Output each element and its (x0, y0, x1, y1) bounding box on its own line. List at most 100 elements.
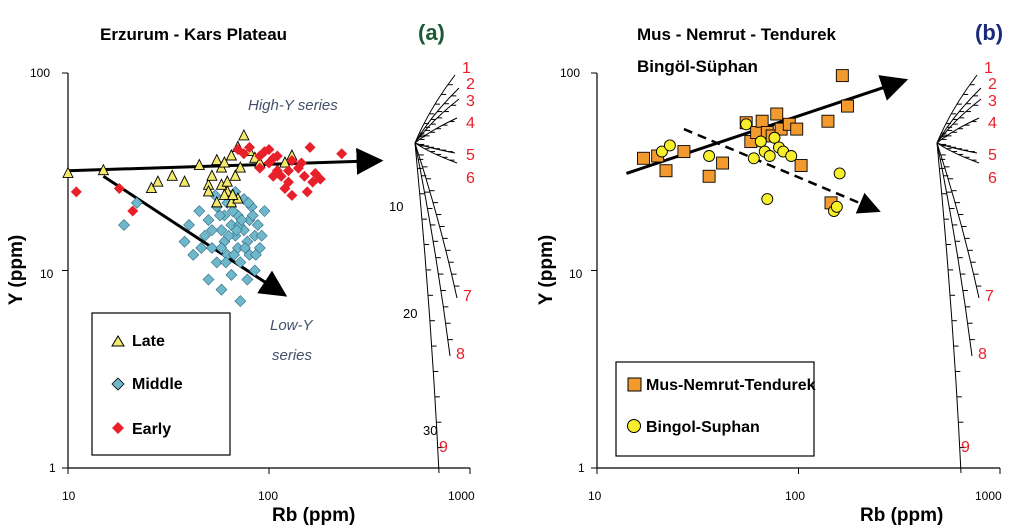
point-early-10 (275, 170, 287, 182)
point-bingol-7 (761, 193, 774, 206)
point-late-5 (178, 175, 191, 187)
mixing-fan-b: 123 4 5 6 7 8 9 (936, 60, 997, 474)
point-middle-38 (205, 224, 218, 237)
point-late-29 (202, 184, 215, 197)
point-mus-4 (702, 169, 716, 183)
point-early-12 (282, 176, 294, 188)
point-early-4 (244, 141, 256, 153)
point-bingol-3 (740, 118, 753, 131)
fan-label-a-4: 4 (466, 115, 475, 132)
point-middle-13 (215, 283, 228, 296)
chart-title-b: Mus - Nemrut - Tendurek (637, 25, 837, 44)
fan-label-b-2: 2 (988, 76, 997, 93)
point-early-25 (254, 162, 266, 174)
fan-curve-b-7 (936, 142, 980, 299)
point-bingol-2 (703, 150, 716, 162)
x-tick-label-b-10: 10 (588, 489, 602, 503)
point-middle-53 (235, 214, 248, 227)
fan-curve-b-8 (936, 142, 973, 357)
point-middle-4 (187, 248, 200, 261)
annotation-high-y: High-Y series (248, 97, 338, 114)
point-middle-37 (258, 205, 271, 217)
legend-label-early: Early (132, 421, 171, 438)
point-late-6 (193, 158, 206, 170)
point-bingol-9 (768, 131, 781, 144)
point-middle-51 (255, 229, 268, 242)
point-middle-44 (246, 209, 259, 222)
point-late-21 (211, 195, 223, 208)
point-middle-45 (249, 248, 262, 261)
point-middle-2 (178, 235, 191, 248)
point-mus-3 (677, 145, 691, 159)
point-early-22 (271, 150, 283, 162)
x-tick-label-a-10: 10 (62, 489, 76, 503)
point-middle-34 (248, 264, 261, 277)
fan-label-a-5: 5 (466, 147, 475, 164)
fan-curve-b-1 (936, 74, 978, 144)
fan-label-b-6: 6 (988, 170, 997, 187)
point-bingol-1 (663, 139, 676, 152)
point-bingol-15 (833, 167, 846, 180)
point-early-15 (298, 170, 310, 182)
y-tick-label-a-1: 1 (49, 461, 56, 475)
point-early-26 (238, 148, 250, 160)
y-tick-label-b-10: 10 (569, 267, 583, 281)
point-bingol-14 (830, 200, 843, 213)
fan-label-a-3: 3 (466, 93, 475, 110)
fan-percent-a-0: 10 (389, 199, 403, 214)
fan-label-a-7: 7 (463, 288, 472, 305)
point-early-28 (282, 165, 294, 177)
fan-curve-a-9 (414, 142, 440, 474)
point-middle-8 (202, 214, 215, 227)
x-axis-label-a: Rb (ppm) (272, 505, 355, 526)
fan-curve-b-3 (936, 98, 982, 144)
fan-curve-a-6 (414, 142, 458, 164)
point-middle-54 (215, 242, 228, 254)
legend-label-mus: Mus-Nemrut-Tendurek (646, 377, 816, 394)
x-axis-label-b: Rb (ppm) (860, 505, 943, 526)
point-mus-20 (841, 99, 854, 113)
legend-label-bingol: Bingol-Suphan (646, 419, 760, 436)
ticks-b (591, 72, 1001, 474)
point-middle-39 (214, 209, 226, 222)
panel-label-a: (a) (418, 20, 445, 45)
fan-curve-a-3 (414, 98, 460, 144)
fan-curve-b-2 (936, 87, 982, 144)
point-early-1 (113, 183, 125, 195)
point-late-8 (206, 169, 218, 181)
point-bingol-12 (785, 150, 798, 162)
point-late-11 (218, 156, 231, 168)
point-middle-5 (193, 205, 206, 217)
mixing-fan-a: 123 4 5 6 7 8 9 10 20 30 (389, 60, 475, 474)
point-middle-46 (195, 242, 208, 254)
point-bingol-8 (763, 150, 776, 162)
x-tick-label-a-100: 100 (258, 489, 278, 503)
fan-curve-b-6 (936, 142, 980, 164)
y-tick-label-b-100: 100 (560, 66, 580, 80)
point-mus-16 (794, 159, 808, 172)
fan-percent-a-1: 20 (403, 306, 417, 321)
point-mus-0 (636, 151, 650, 165)
point-early-29 (301, 186, 313, 198)
annotation-low-y: Low-Y (270, 317, 314, 334)
point-early-27 (267, 170, 279, 182)
point-bingol-4 (747, 152, 760, 165)
point-mus-15 (790, 122, 804, 136)
fan-label-b-9: 9 (961, 439, 970, 456)
legend-label-late: Late (132, 333, 165, 350)
point-middle-7 (202, 273, 215, 286)
fan-label-b-8: 8 (978, 346, 987, 363)
fan-label-b-1: 1 (984, 60, 993, 77)
point-late-2 (145, 181, 158, 193)
point-mus-19 (835, 69, 849, 83)
point-late-22 (218, 188, 231, 200)
point-early-0 (70, 186, 82, 198)
point-late-4 (166, 169, 178, 181)
y-tick-label-b-1: 1 (578, 461, 585, 475)
point-middle-52 (228, 248, 240, 261)
point-mus-9 (755, 114, 769, 128)
point-middle-41 (226, 205, 239, 217)
fan-curve-b-5 (936, 142, 978, 154)
point-early-20 (336, 148, 348, 160)
